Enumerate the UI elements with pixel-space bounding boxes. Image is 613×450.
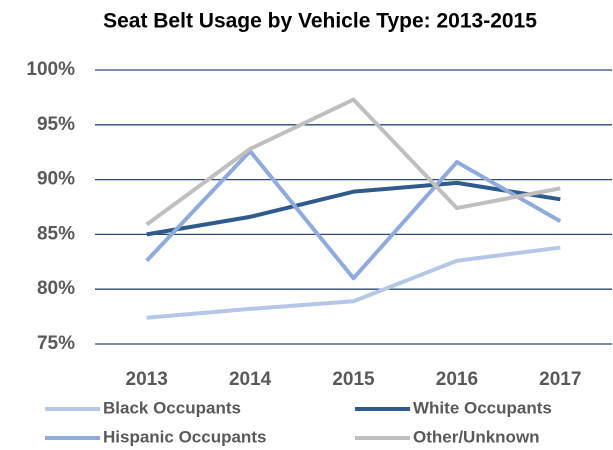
legend-label: Other/Unknown xyxy=(413,427,540,446)
x-tick-label: 2016 xyxy=(436,369,478,390)
y-tick-label: 90% xyxy=(37,169,75,190)
series-line xyxy=(146,180,561,237)
x-tick-label: 2017 xyxy=(539,369,581,390)
series-line xyxy=(146,245,561,320)
x-tick-label: 2015 xyxy=(332,369,375,390)
legend-label: White Occupants xyxy=(413,398,552,417)
y-tick-label: 100% xyxy=(26,59,75,80)
x-tick-label: 2013 xyxy=(126,369,168,390)
x-tick-label: 2014 xyxy=(229,369,272,390)
y-tick-label: 80% xyxy=(37,278,75,299)
legend-label: Hispanic Occupants xyxy=(103,427,266,446)
y-tick-label: 95% xyxy=(37,114,75,135)
chart-title: Seat Belt Usage by Vehicle Type: 2013-20… xyxy=(103,10,537,33)
series-line xyxy=(145,97,561,227)
y-tick-label: 75% xyxy=(37,333,75,354)
y-tick-label: 85% xyxy=(37,223,75,244)
legend-label: Black Occupants xyxy=(103,398,241,417)
series-line xyxy=(145,149,562,281)
